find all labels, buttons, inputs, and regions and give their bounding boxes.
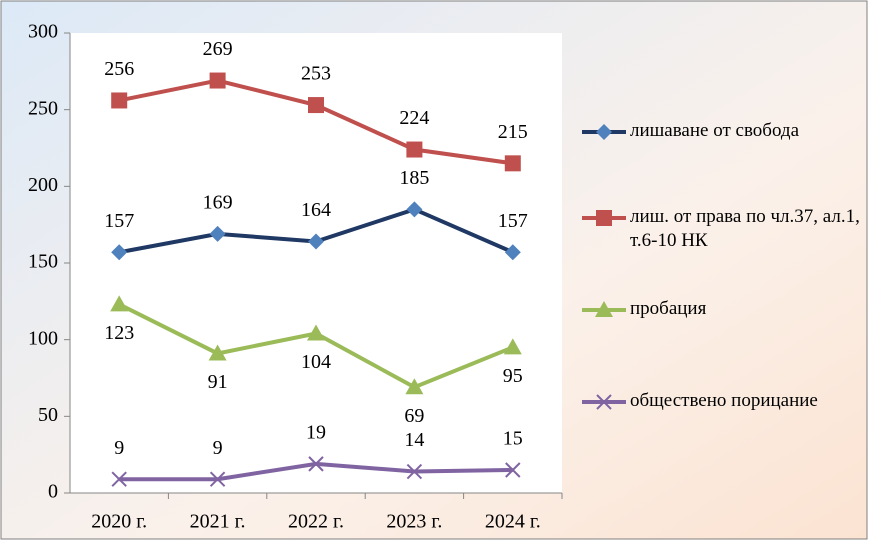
y-tick-label: 300 [28, 21, 58, 43]
x-tick-label: 2020 г. [91, 511, 147, 533]
data-label: 157 [104, 210, 134, 232]
data-label: 15 [503, 428, 523, 450]
data-label: 253 [301, 63, 331, 85]
marker [504, 244, 521, 261]
marker [308, 97, 324, 114]
marker [308, 233, 324, 250]
marker [406, 141, 423, 158]
marker [406, 463, 423, 480]
marker [504, 155, 521, 172]
marker [111, 471, 127, 487]
marker [208, 344, 227, 361]
data-label: 69 [404, 405, 424, 427]
data-label: 91 [208, 371, 228, 393]
legend-label: лишаване от свобода [630, 120, 800, 141]
data-label: 185 [399, 167, 429, 189]
marker [405, 378, 424, 395]
data-label: 215 [498, 121, 528, 143]
marker [308, 456, 324, 472]
data-label: 104 [301, 351, 331, 373]
y-tick-label: 0 [48, 481, 58, 503]
x-tick-label: 2021 г. [190, 511, 246, 533]
data-label: 157 [498, 210, 528, 232]
marker [111, 92, 128, 109]
y-tick-label: 250 [28, 97, 58, 119]
marker [596, 210, 612, 226]
x-tick-label: 2022 г. [288, 511, 344, 533]
data-label: 19 [306, 421, 326, 443]
data-label: 164 [301, 199, 331, 221]
marker [209, 225, 226, 242]
legend-label: обществено порицание [630, 390, 818, 411]
y-tick-label: 200 [28, 174, 58, 196]
data-label: 256 [104, 58, 134, 80]
marker [307, 324, 325, 341]
legend-label: пробация [630, 298, 707, 319]
marker [209, 72, 226, 89]
data-label: 224 [399, 107, 429, 129]
x-tick-label: 2023 г. [386, 511, 442, 533]
marker [505, 462, 521, 478]
marker [596, 394, 612, 410]
marker [209, 471, 226, 487]
data-label: 269 [203, 38, 233, 60]
marker [110, 295, 129, 312]
y-tick-label: 150 [28, 251, 58, 273]
data-label: 9 [213, 437, 223, 459]
marker [111, 244, 128, 261]
y-tick-label: 50 [38, 404, 58, 426]
marker [596, 124, 612, 140]
data-label: 14 [404, 429, 424, 451]
legend-label: лиш. от права по чл.37, ал.1, т.6-10 НК [630, 206, 860, 251]
y-tick-label: 100 [28, 327, 58, 349]
marker [406, 201, 423, 218]
data-label: 9 [114, 437, 124, 459]
data-label: 123 [104, 322, 134, 344]
data-label: 95 [503, 365, 523, 387]
marker [503, 338, 522, 355]
x-tick-label: 2024 г. [485, 511, 541, 533]
data-label: 169 [203, 191, 233, 213]
marker [595, 301, 613, 317]
